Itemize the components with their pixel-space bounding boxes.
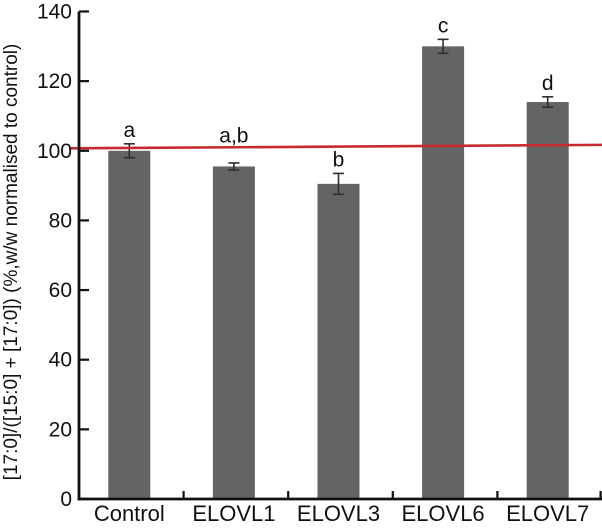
bar [422,46,465,499]
bar [526,102,569,500]
y-tick-label: 40 [49,349,72,372]
x-category-label: ELOVL6 [402,501,485,526]
x-category-label: ELOVL1 [192,501,275,526]
y-axis-title: [17:0]/([15:0] + [17:0]) (%,w/w normalis… [1,44,22,481]
bars-layer [108,38,569,500]
x-category-label: Control [94,501,165,526]
y-tick-label: 20 [49,418,72,441]
significance-letter: a [123,119,135,142]
significance-letter: b [333,148,345,171]
reference-line [69,143,602,150]
bar [317,183,360,499]
y-tick-label: 100 [37,140,72,163]
significance-letter: c [438,14,449,37]
y-tick-label: 120 [37,70,72,93]
x-category-label: ELOVL7 [506,501,589,526]
axes-layer [77,10,602,501]
y-tick-label: 0 [60,488,72,511]
bar [108,150,151,500]
reference-line-layer [69,143,602,150]
x-category-label: ELOVL3 [297,501,380,526]
bar [212,166,255,499]
significance-letter: a,b [219,124,248,147]
y-tick-label: 60 [49,279,72,302]
y-tick-label: 80 [49,209,72,232]
labels-layer: a Control a,b ELOVL1 b ELOVL3 c ELOVL6 d ELOVL7 0 2… [37,1,589,527]
significance-letter: d [542,72,554,95]
y-tick-label: 140 [37,1,72,24]
